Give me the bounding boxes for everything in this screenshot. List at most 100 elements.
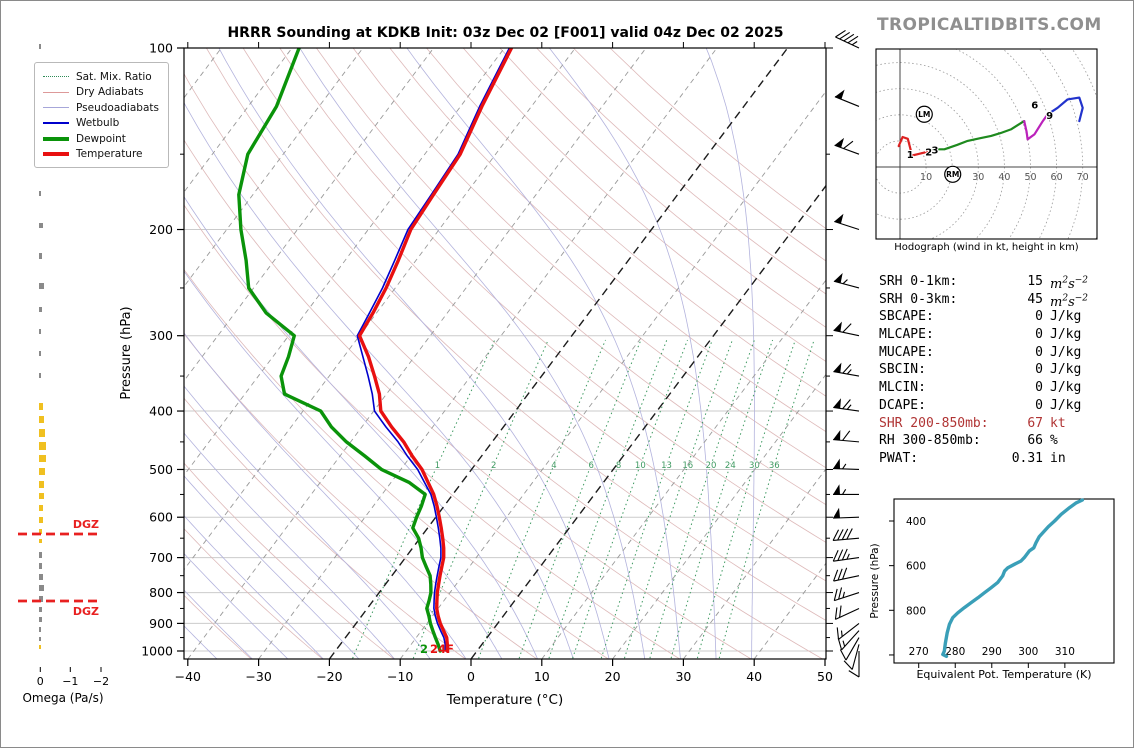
omega-dash — [39, 607, 42, 612]
omega-dash — [39, 442, 46, 450]
stat-value: 0 — [1035, 309, 1043, 325]
legend-item: Dry Adiabats — [43, 85, 159, 101]
thetae-panel: 400 600 800 270 280 290 300 310 Equivalent Pot. … — [869, 498, 1115, 681]
omega-dash — [39, 191, 41, 196]
temperature-tick-label: 40 — [746, 669, 762, 684]
stat-label: SBCAPE: — [879, 309, 934, 325]
legend-item: Sat. Mix. Ratio — [43, 69, 159, 85]
surface-value-labels: 2 24F — [420, 642, 454, 656]
omega-dash — [39, 307, 42, 312]
hodograph: 1020304050607012369LMRMHodograph (wind i… — [875, 48, 1098, 253]
omega-dash — [39, 373, 41, 378]
stat-value: 0 — [1035, 344, 1043, 360]
stat-row: PWAT: 0.31 in — [879, 450, 1109, 468]
legend-sample-line — [43, 122, 69, 125]
stat-row: SBCAPE: 0 J/kg — [879, 308, 1109, 326]
mixing-ratio-label: 2 — [491, 461, 496, 471]
svg-text:RM: RM — [946, 170, 959, 179]
stat-label: RH 300-850mb: — [879, 433, 981, 449]
legend-item-label: Dry Adiabats — [76, 86, 144, 99]
hodograph-height-label: 1 — [907, 150, 914, 161]
omega-dash — [39, 585, 44, 591]
omega-dash — [39, 517, 43, 523]
omega-dash — [39, 617, 42, 622]
thetae-temp-tick: 280 — [945, 646, 965, 658]
hodograph-height-label: 9 — [1046, 111, 1053, 122]
legend-item-label: Temperature — [76, 148, 143, 161]
omega-dash — [39, 283, 44, 289]
surface-temperature-label: 24F — [430, 642, 454, 656]
omega-dash — [39, 505, 43, 511]
stat-unit: J/kg — [1050, 397, 1082, 413]
stat-row: DCAPE: 0 J/kg — [879, 397, 1109, 415]
stat-label: MUCAPE: — [879, 344, 934, 360]
omega-dash — [39, 403, 43, 410]
mixing-ratio-lines: 1 2 4 6 8 10 13 16 20 24 30 36 — [351, 339, 815, 659]
omega-dash — [39, 223, 43, 228]
dewpoint-curve — [237, 48, 442, 653]
legend-item: Dewpoint — [43, 131, 159, 147]
pressure-tick-label: 400 — [149, 404, 173, 419]
hodograph-ring-label: 70 — [1077, 172, 1089, 183]
skewt-xaxis-title: Temperature (°C) — [446, 692, 564, 708]
temperature-tick-label: 30 — [675, 669, 691, 684]
stat-row: SHR 200-850mb: 67 kt — [879, 415, 1109, 433]
pressure-tick-label: 100 — [149, 41, 173, 56]
omega-dash — [39, 627, 41, 632]
hodograph-trace-0-1km — [897, 135, 934, 158]
legend-item-label: Wetbulb — [76, 117, 120, 130]
thetae-xaxis-title: Equivalent Pot. Temperature (K) — [916, 668, 1091, 681]
omega-dash — [39, 596, 43, 602]
thetae-temp-tick: 300 — [1018, 646, 1038, 658]
surface-dewpoint-label: 2 — [420, 642, 428, 656]
stat-value: 15 — [1027, 274, 1043, 289]
omega-dash — [39, 329, 41, 334]
stat-label: SRH 0-1km: — [879, 274, 958, 289]
temperature-tick-label: −40 — [175, 669, 201, 684]
stat-unit: J/kg — [1050, 344, 1082, 360]
omega-dash — [39, 481, 44, 488]
legend-item-label: Dewpoint — [76, 132, 126, 145]
stat-label: SHR 200-850mb: — [879, 415, 989, 431]
hodograph-ring-label: 30 — [972, 172, 984, 183]
thetae-curve — [941, 498, 1085, 658]
mixing-ratio-label: 30 — [749, 461, 760, 471]
legend-sample-line — [43, 107, 69, 109]
stat-label: PWAT: — [879, 450, 919, 466]
stats-panel: SRH 0-1km: 15 m2s−2 SRH 0-3km: 45 m2s−2 SBCAPE… — [879, 273, 1109, 468]
legend-item: Temperature — [43, 147, 159, 163]
temperature-tick-label: −30 — [245, 669, 271, 684]
page-title: HRRR Sounding at KDKB Init: 03z Dec 02 [… — [227, 25, 784, 41]
pressure-tick-label: 900 — [149, 616, 173, 631]
wind-barbs — [832, 29, 860, 678]
hodograph-marker-lm — [915, 105, 933, 123]
stat-value: 0 — [1035, 397, 1043, 413]
stat-value: 0 — [1035, 327, 1043, 343]
omega-dash — [39, 351, 41, 356]
hodograph-height-label: 2 — [925, 147, 932, 158]
pressure-tick-label: 300 — [149, 328, 173, 343]
stat-unit: kt — [1050, 415, 1066, 431]
omega-dash — [39, 455, 46, 462]
stat-label: SRH 0-3km: — [879, 291, 958, 307]
stat-label: SBCIN: — [879, 362, 926, 378]
legend-sample-line — [43, 91, 69, 93]
stat-label: MLCIN: — [879, 380, 926, 396]
temperature-curve — [357, 48, 514, 653]
skewt-yaxis-title: Pressure (hPa) — [119, 306, 134, 399]
pressure-tick-label: 1000 — [141, 644, 173, 659]
hodograph-height-label: 3 — [931, 145, 938, 156]
stat-unit: % — [1050, 433, 1058, 449]
mixing-ratio-label: 20 — [706, 461, 717, 471]
hodograph-clipped: 1020304050607012369LMRM — [876, 49, 1097, 239]
pressure-tick-label: 800 — [149, 585, 173, 600]
stat-row: MUCAPE: 0 J/kg — [879, 344, 1109, 362]
hodograph-ring-label: 50 — [1024, 172, 1036, 183]
mixing-ratio-label: 36 — [769, 461, 780, 471]
mixing-ratio-label: 8 — [616, 461, 621, 471]
isotherms — [184, 48, 826, 659]
omega-dash — [39, 637, 41, 641]
omega-panel: DGZ DGZ 0 −1 −2 Omega (Pa/s) — [18, 44, 109, 705]
